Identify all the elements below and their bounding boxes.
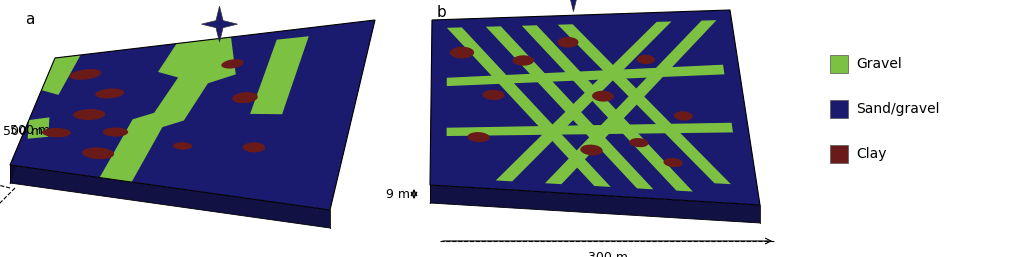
Polygon shape: [664, 158, 683, 167]
Polygon shape: [103, 127, 128, 136]
Polygon shape: [222, 59, 244, 69]
Polygon shape: [496, 21, 672, 181]
Polygon shape: [10, 20, 374, 210]
Polygon shape: [95, 88, 124, 98]
Text: Gravel: Gravel: [856, 57, 902, 71]
Polygon shape: [201, 6, 237, 42]
Polygon shape: [555, 0, 591, 12]
Polygon shape: [42, 128, 71, 137]
Polygon shape: [430, 20, 432, 203]
Text: b: b: [437, 5, 446, 20]
Polygon shape: [10, 165, 330, 228]
Polygon shape: [243, 142, 265, 152]
Polygon shape: [581, 145, 602, 155]
Polygon shape: [447, 27, 610, 187]
Polygon shape: [558, 24, 731, 184]
Polygon shape: [513, 55, 534, 66]
Text: 500 m: 500 m: [3, 125, 43, 138]
Polygon shape: [100, 37, 236, 182]
Polygon shape: [446, 123, 733, 136]
Polygon shape: [545, 20, 716, 184]
Polygon shape: [592, 91, 614, 102]
Polygon shape: [41, 55, 81, 95]
Polygon shape: [522, 25, 693, 191]
Polygon shape: [674, 111, 693, 121]
Text: 300 m: 300 m: [588, 251, 628, 257]
Polygon shape: [73, 109, 106, 120]
Text: 9 m: 9 m: [386, 188, 410, 200]
Text: 500 m: 500 m: [10, 124, 50, 136]
Bar: [830, 55, 849, 73]
Polygon shape: [557, 37, 579, 48]
Polygon shape: [449, 47, 474, 59]
Polygon shape: [250, 36, 309, 114]
Text: Sand/gravel: Sand/gravel: [856, 102, 940, 116]
Bar: [830, 145, 849, 163]
Polygon shape: [636, 55, 655, 64]
Polygon shape: [629, 138, 648, 147]
Polygon shape: [486, 26, 654, 189]
Text: a: a: [25, 12, 35, 27]
Polygon shape: [70, 69, 102, 80]
Polygon shape: [82, 147, 114, 159]
Bar: [830, 100, 849, 118]
Polygon shape: [468, 132, 489, 142]
Polygon shape: [28, 117, 49, 139]
Polygon shape: [10, 58, 55, 183]
Polygon shape: [430, 185, 760, 223]
Polygon shape: [482, 90, 505, 100]
Text: Clay: Clay: [856, 147, 886, 161]
Polygon shape: [430, 10, 760, 205]
Polygon shape: [446, 65, 724, 86]
Polygon shape: [173, 142, 192, 150]
Polygon shape: [232, 92, 258, 103]
